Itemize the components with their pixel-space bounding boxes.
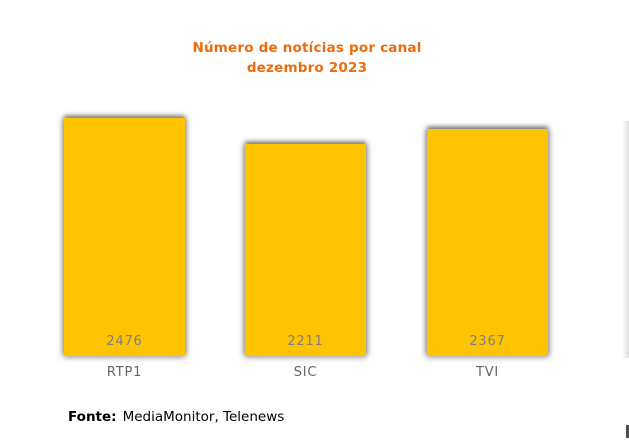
bar-value-label: 2367: [469, 334, 506, 349]
bar-sic: 2211: [245, 144, 366, 356]
right-edge-bar-fragment: [622, 121, 629, 358]
bar-value-label: 2476: [106, 334, 143, 349]
category-label-tvi: TVI: [475, 365, 500, 380]
source-line: Fonte: MediaMonitor, Telenews: [68, 409, 284, 425]
chart-title-block: Número de notícias por canal dezembro 20…: [0, 38, 614, 78]
bar-rtp1: 2476: [64, 118, 185, 356]
plot-area: 2476 RTP1 2211 SIC 2367 TVI: [64, 0, 548, 380]
bar-group-sic: 2211 SIC: [245, 0, 366, 380]
category-label-sic: SIC: [293, 365, 318, 380]
right-edge-mark: [626, 425, 629, 438]
chart-subtitle: dezembro 2023: [246, 60, 368, 76]
bar-group-tvi: 2367 TVI: [427, 0, 548, 380]
source-prefix: Fonte:: [68, 409, 117, 425]
bar-tvi: 2367: [427, 129, 548, 356]
bar-group-rtp1: 2476 RTP1: [64, 0, 185, 380]
source-text: MediaMonitor, Telenews: [122, 409, 285, 425]
chart-title: Número de notícias por canal: [192, 40, 422, 56]
bar-value-label: 2211: [287, 334, 324, 349]
category-label-rtp1: RTP1: [106, 365, 143, 380]
